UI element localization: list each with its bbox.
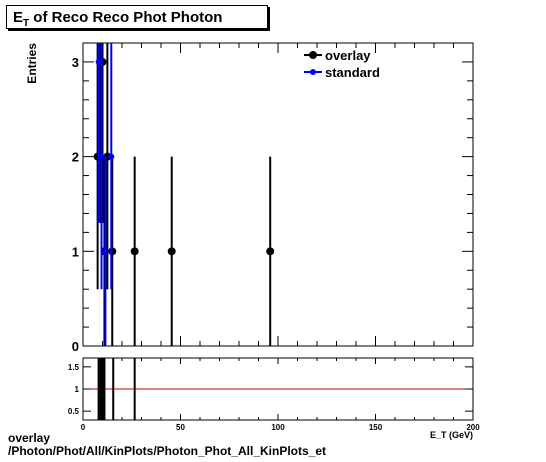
y-axis-label: Entries bbox=[25, 43, 39, 84]
data-point-standard bbox=[95, 58, 102, 65]
footer: overlay /Photon/Phot/All/KinPlots/Photon… bbox=[8, 432, 326, 458]
ratio-x-tick-label: 100 bbox=[271, 423, 285, 432]
data-point-overlay bbox=[167, 247, 176, 256]
data-point-standard bbox=[102, 248, 109, 255]
title-subscript: T bbox=[23, 18, 30, 29]
x-axis-label: E_T (GeV) bbox=[430, 430, 473, 440]
title-text: E bbox=[13, 9, 24, 26]
ratio-y-tick-label: 1 bbox=[75, 385, 80, 394]
main-frame bbox=[82, 42, 474, 347]
y-tick-label: 3 bbox=[72, 55, 79, 70]
data-point-overlay bbox=[130, 247, 139, 256]
ratio-y-tick-label: 1.5 bbox=[68, 363, 80, 372]
chart-title: ET of Reco Reco Phot Photon bbox=[6, 5, 268, 29]
ratio-x-tick-label: 200 bbox=[466, 423, 480, 432]
legend-label-overlay: overlay bbox=[325, 48, 371, 63]
data-point-standard bbox=[108, 153, 115, 160]
ratio-x-tick-label: 0 bbox=[81, 423, 86, 432]
footer-label: overlay bbox=[8, 431, 51, 445]
data-point-standard bbox=[98, 153, 105, 160]
ratio-y-tick-label: 0.5 bbox=[68, 407, 80, 416]
y-tick-label: 1 bbox=[72, 244, 79, 259]
ratio-x-tick-label: 150 bbox=[369, 423, 383, 432]
title-rest: of Reco Reco Phot Photon bbox=[29, 9, 223, 26]
y-tick-label: 0 bbox=[72, 339, 79, 354]
y-tick-label: 2 bbox=[72, 150, 79, 165]
legend-marker-standard bbox=[310, 69, 316, 75]
footer-path: /Photon/Phot/All/KinPlots/Photon_Phot_Al… bbox=[8, 444, 326, 458]
data-point-overlay bbox=[266, 247, 275, 256]
legend-label-standard: standard bbox=[325, 65, 380, 80]
legend-marker-overlay bbox=[309, 51, 317, 59]
ratio-x-tick-label: 50 bbox=[176, 423, 185, 432]
